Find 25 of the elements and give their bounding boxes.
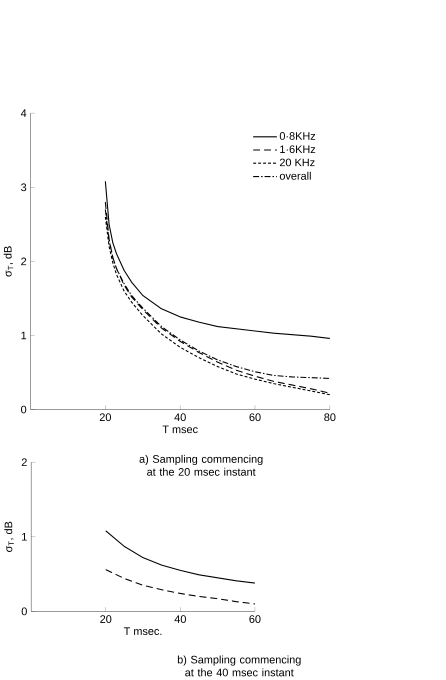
legend-label: 20 KHz bbox=[280, 158, 314, 166]
y-axis-title: σ$_{T}$, dB bbox=[4, 522, 14, 552]
x-tick-label: 60 bbox=[249, 413, 260, 422]
text: b) Sampling commencing at the 40 msec instant bbox=[178, 655, 300, 676]
x-tick-label: 20 bbox=[100, 413, 111, 422]
y-tick-label: 1 bbox=[22, 533, 27, 541]
y-tick-label: 4 bbox=[20, 109, 26, 117]
x-tick-label: 20 bbox=[100, 615, 112, 623]
y-tick-label: 1 bbox=[21, 332, 26, 340]
x-tick-label: 40 bbox=[174, 413, 186, 422]
x-tick-label: 80 bbox=[324, 413, 336, 422]
legend-label: 1·6KHz bbox=[280, 145, 315, 154]
y-tick-label: 2 bbox=[22, 458, 27, 466]
y-tick-label: 0 bbox=[20, 406, 26, 414]
annotation: a) Sampling commencing at the 20 msec instant bbox=[139, 454, 262, 476]
y-tick-label: 2 bbox=[20, 258, 26, 266]
y-axis-title: σ$_{T}$, dB bbox=[3, 246, 13, 277]
legend-label: 0·8KHz bbox=[280, 132, 315, 140]
y-tick-label: 0 bbox=[21, 608, 27, 616]
x-axis-title: T msec bbox=[162, 426, 198, 434]
y-tick-label: 3 bbox=[20, 183, 26, 192]
legend-label: overall bbox=[280, 172, 311, 180]
x-tick-label: 60 bbox=[249, 615, 260, 623]
x-tick-label: 40 bbox=[174, 615, 186, 623]
x-axis-title: T msec. bbox=[124, 627, 162, 636]
